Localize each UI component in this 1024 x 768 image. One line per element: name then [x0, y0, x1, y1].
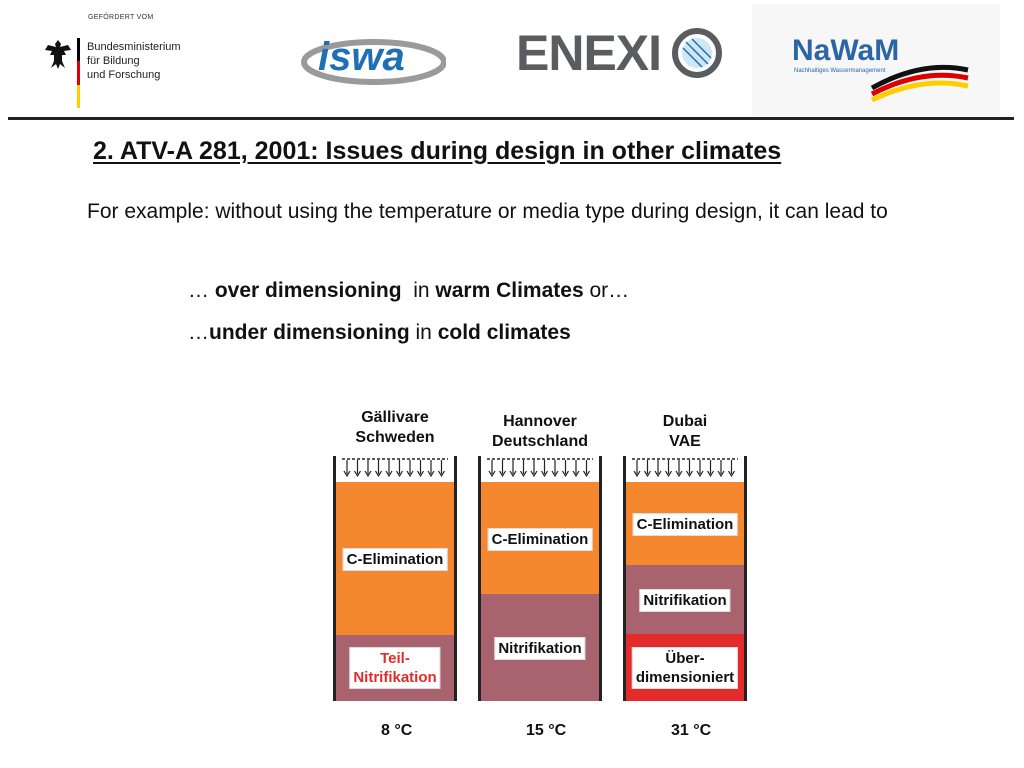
ministry-name: Bundesministerium für Bildung und Forsch…	[87, 40, 181, 82]
reactor-3-city-line1: Dubai	[662, 413, 708, 430]
bullet2-pre: …	[188, 321, 209, 344]
funded-by-label: GEFÖRDERT VOM	[88, 14, 154, 21]
aeration-arrows-icon	[342, 458, 448, 478]
reactor-3: C-Elimination Nitrifikation Über- dimensio…	[623, 456, 747, 701]
nawam-logo-text: NaWaM	[792, 34, 899, 67]
reactor-1-city-line1: Gällivare	[361, 409, 429, 426]
reactor-2-city-line2: Deutschland	[491, 433, 588, 450]
reactor-3-city-line2: VAE	[669, 433, 701, 450]
reactor-1-location: Gällivare Schweden	[330, 408, 460, 448]
reactor-2-zone-c-elimination: C-Elimination	[481, 482, 599, 594]
reactor-3-zone-over: Über- dimensioniert	[626, 634, 744, 701]
bmbf-logo: GEFÖRDERT VOM Bundesministerium für Bild…	[44, 14, 194, 109]
iswa-swoosh-icon: iswa	[301, 35, 447, 85]
ministry-line-1: Bundesministerium	[87, 41, 181, 53]
bullet1-post: or…	[583, 279, 630, 302]
reactor-3-zone-nitrification: Nitrifikation	[626, 565, 744, 634]
aeration-arrows-icon	[632, 458, 738, 478]
header-divider	[8, 117, 1014, 120]
federal-eagle-icon	[45, 40, 71, 69]
reactor-1-city-line2: Schweden	[355, 429, 435, 446]
bullet1-bold1: over dimensioning	[214, 279, 402, 302]
bullet1-bold2: warm Climates	[435, 279, 584, 302]
enexio-logo-text: ENEXI	[516, 25, 662, 81]
reactor-1-zone-label: C-Elimination	[342, 548, 448, 571]
reactor-1-temperature: 8 °C	[381, 722, 413, 739]
reactor-2-zone-label: C-Elimination	[487, 528, 593, 551]
intro-paragraph: For example: without using the temperatu…	[87, 200, 888, 223]
ministry-line-2: für Bildung	[87, 55, 140, 67]
reactor-2: C-Elimination Nitrifikation	[478, 456, 602, 701]
reactor-2-zone-nitrification: Nitrifikation	[481, 594, 599, 701]
slide-title: 2. ATV-A 281, 2001: Issues during design…	[93, 137, 782, 165]
nawam-logo-subtext: Nachhaltiges Wassermanagement	[794, 68, 886, 74]
reactor-3-zone-label: Nitrifikation	[639, 589, 731, 612]
reactor-2-city-line1: Hannover	[503, 413, 577, 430]
bullet1-mid: in	[401, 279, 436, 302]
bullet-over-dimensioning: … over dimensioning in warm Climates or…	[188, 279, 629, 303]
reactor-3-zone-label: C-Elimination	[632, 513, 738, 536]
reactor-3-zone-label: Über- dimensioniert	[631, 647, 739, 689]
nawam-logo-graphic: NaWaM Nachhaltiges Wassermanagement	[792, 34, 969, 103]
iswa-logo-text: iswa	[318, 35, 405, 79]
reactor-1-zone-label: Teil- Nitrifikation	[349, 647, 441, 689]
bullet2-bold1: under dimensioning	[209, 321, 410, 344]
reactor-1-zone-nitrification: Teil- Nitrifikation	[336, 635, 454, 701]
bullet2-mid: in	[409, 321, 438, 344]
reactor-1-zone-c-elimination: C-Elimination	[336, 482, 454, 635]
nawam-logo: NaWaM Nachhaltiges Wassermanagement	[752, 4, 1000, 116]
bullet2-bold2: cold climates	[437, 321, 571, 344]
aeration-arrows-icon	[487, 458, 593, 478]
reactor-3-temperature: 31 °C	[671, 722, 712, 739]
german-flag-stripe	[77, 38, 80, 108]
enexio-o-icon	[672, 28, 722, 78]
reactor-2-temperature: 15 °C	[526, 722, 567, 739]
ministry-line-3: und Forschung	[87, 69, 161, 81]
enexio-logo: ENEXI	[516, 24, 726, 82]
reactor-1: C-Elimination Teil- Nitrifikation	[333, 456, 457, 701]
reactor-3-location: Dubai VAE	[620, 412, 750, 452]
reactor-2-zone-label: Nitrifikation	[494, 637, 586, 660]
bullet1-pre: …	[188, 279, 215, 302]
iswa-logo: iswa	[298, 26, 447, 88]
bullet-under-dimensioning: …under dimensioning in cold climates	[188, 321, 571, 345]
reactor-2-location: Hannover Deutschland	[475, 412, 605, 452]
reactor-3-zone-c-elimination: C-Elimination	[626, 482, 744, 565]
